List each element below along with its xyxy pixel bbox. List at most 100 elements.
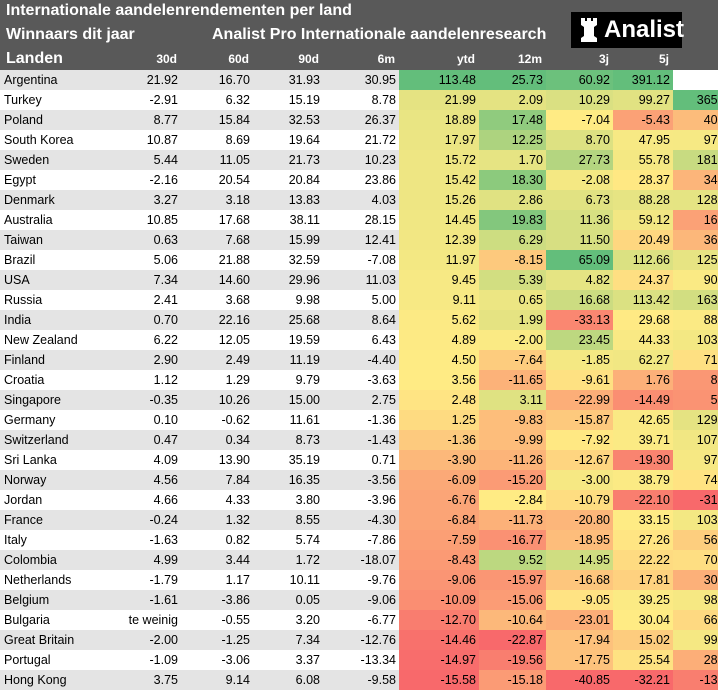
country-cell: USA xyxy=(0,270,112,290)
value-cell-60d: 0.82 xyxy=(181,530,253,550)
country-cell: Singapore xyxy=(0,390,112,410)
country-cell: South Korea xyxy=(0,130,112,150)
value-cell-5j: 47.95 xyxy=(613,130,673,150)
value-cell-3j: -2.08 xyxy=(546,170,613,190)
value-cell-30d: 21.92 xyxy=(112,70,181,90)
value-cell-3j: 60.92 xyxy=(546,70,613,90)
value-cell-ytd: 12.39 xyxy=(399,230,479,250)
value-cell-6m: -7.08 xyxy=(323,250,399,270)
country-cell: Switzerland xyxy=(0,430,112,450)
value-cell-12m: 1.99 xyxy=(479,310,546,330)
value-cell-6m: -18.07 xyxy=(323,550,399,570)
value-cell-3j: -12.67 xyxy=(546,450,613,470)
country-cell: Norway xyxy=(0,470,112,490)
value-cell-90d: 13.83 xyxy=(253,190,323,210)
value-cell-10j: 98.58 xyxy=(673,590,718,610)
table-row: Switzerland 0.47 0.34 8.73 -1.43 -1.36 -9.99 -7… xyxy=(0,430,718,450)
value-cell-10j xyxy=(673,70,718,90)
value-cell-3j: -33.13 xyxy=(546,310,613,330)
value-cell-ytd: -3.90 xyxy=(399,450,479,470)
value-cell-ytd: 113.48 xyxy=(399,70,479,90)
value-cell-12m: -15.97 xyxy=(479,570,546,590)
value-cell-30d: 6.22 xyxy=(112,330,181,350)
value-cell-5j: 25.54 xyxy=(613,650,673,670)
value-cell-90d: 3.20 xyxy=(253,610,323,630)
column-header-landen: Landen xyxy=(6,50,63,67)
value-cell-10j: 181.59 xyxy=(673,150,718,170)
page-subtitle: Winnaars dit jaar xyxy=(6,26,135,43)
table-row: Jordan 4.66 4.33 3.80 -3.96 -6.76 -2.84 -10.79-… xyxy=(0,490,718,510)
pro-label: Analist Pro Internationale aandelenresea… xyxy=(212,26,547,43)
value-cell-30d: 5.06 xyxy=(112,250,181,270)
value-cell-90d: 3.37 xyxy=(253,650,323,670)
value-cell-6m: 4.03 xyxy=(323,190,399,210)
country-cell: Croatia xyxy=(0,370,112,390)
value-cell-60d: 11.05 xyxy=(181,150,253,170)
value-cell-6m: -4.30 xyxy=(323,510,399,530)
value-cell-10j: 97.51 xyxy=(673,450,718,470)
value-cell-90d: 3.80 xyxy=(253,490,323,510)
value-cell-30d: 4.99 xyxy=(112,550,181,570)
value-cell-6m: 6.43 xyxy=(323,330,399,350)
country-cell: New Zealand xyxy=(0,330,112,350)
value-cell-ytd: 2.48 xyxy=(399,390,479,410)
value-cell-90d: 15.00 xyxy=(253,390,323,410)
value-cell-60d: 7.68 xyxy=(181,230,253,250)
value-cell-90d: 10.11 xyxy=(253,570,323,590)
value-cell-10j: 8.63 xyxy=(673,370,718,390)
value-cell-30d: 10.87 xyxy=(112,130,181,150)
value-cell-90d: 32.59 xyxy=(253,250,323,270)
value-cell-5j: 88.28 xyxy=(613,190,673,210)
value-cell-30d: 2.41 xyxy=(112,290,181,310)
country-cell: Brazil xyxy=(0,250,112,270)
value-cell-30d: 10.85 xyxy=(112,210,181,230)
value-cell-12m: -9.83 xyxy=(479,410,546,430)
value-cell-10j: -31.63 xyxy=(673,490,718,510)
value-cell-ytd: -9.06 xyxy=(399,570,479,590)
value-cell-ytd: 14.45 xyxy=(399,210,479,230)
value-cell-6m: 12.41 xyxy=(323,230,399,250)
value-cell-3j: -15.87 xyxy=(546,410,613,430)
value-cell-12m: 18.30 xyxy=(479,170,546,190)
value-cell-30d: -1.09 xyxy=(112,650,181,670)
value-cell-6m: -7.86 xyxy=(323,530,399,550)
value-cell-6m: -12.76 xyxy=(323,630,399,650)
value-cell-30d: -2.00 xyxy=(112,630,181,650)
value-cell-10j: 74.72 xyxy=(673,470,718,490)
value-cell-90d: 5.74 xyxy=(253,530,323,550)
value-cell-3j: -17.75 xyxy=(546,650,613,670)
value-cell-12m: 17.48 xyxy=(479,110,546,130)
country-cell: Denmark xyxy=(0,190,112,210)
value-cell-3j: -40.85 xyxy=(546,670,613,690)
value-cell-10j: 125.42 xyxy=(673,250,718,270)
value-cell-60d: 8.69 xyxy=(181,130,253,150)
value-cell-60d: 20.54 xyxy=(181,170,253,190)
value-cell-60d: 10.26 xyxy=(181,390,253,410)
value-cell-5j: 62.27 xyxy=(613,350,673,370)
value-cell-12m: -11.73 xyxy=(479,510,546,530)
value-cell-30d: -0.35 xyxy=(112,390,181,410)
country-cell: Colombia xyxy=(0,550,112,570)
value-cell-12m: -15.20 xyxy=(479,470,546,490)
value-cell-30d: 0.63 xyxy=(112,230,181,250)
value-cell-12m: -10.64 xyxy=(479,610,546,630)
value-cell-10j: 90.93 xyxy=(673,270,718,290)
country-cell: Bulgaria xyxy=(0,610,112,630)
table-row: Denmark 3.27 3.18 13.83 4.03 15.26 2.86 6.73 88.… xyxy=(0,190,718,210)
value-cell-90d: 7.34 xyxy=(253,630,323,650)
value-cell-30d: -1.79 xyxy=(112,570,181,590)
title-bar: Internationale aandelenrendementen per l… xyxy=(0,0,718,22)
value-cell-10j: 66.23 xyxy=(673,610,718,630)
value-cell-6m: 21.72 xyxy=(323,130,399,150)
value-cell-10j: 16.88 xyxy=(673,210,718,230)
country-cell: Netherlands xyxy=(0,570,112,590)
value-cell-5j: -14.49 xyxy=(613,390,673,410)
country-cell: Belgium xyxy=(0,590,112,610)
column-header-ytd: ytd xyxy=(457,52,475,66)
value-cell-5j: 99.27 xyxy=(613,90,673,110)
value-cell-60d: 15.84 xyxy=(181,110,253,130)
value-cell-6m: -1.43 xyxy=(323,430,399,450)
country-cell: France xyxy=(0,510,112,530)
value-cell-ytd: -10.09 xyxy=(399,590,479,610)
value-cell-90d: 35.19 xyxy=(253,450,323,470)
